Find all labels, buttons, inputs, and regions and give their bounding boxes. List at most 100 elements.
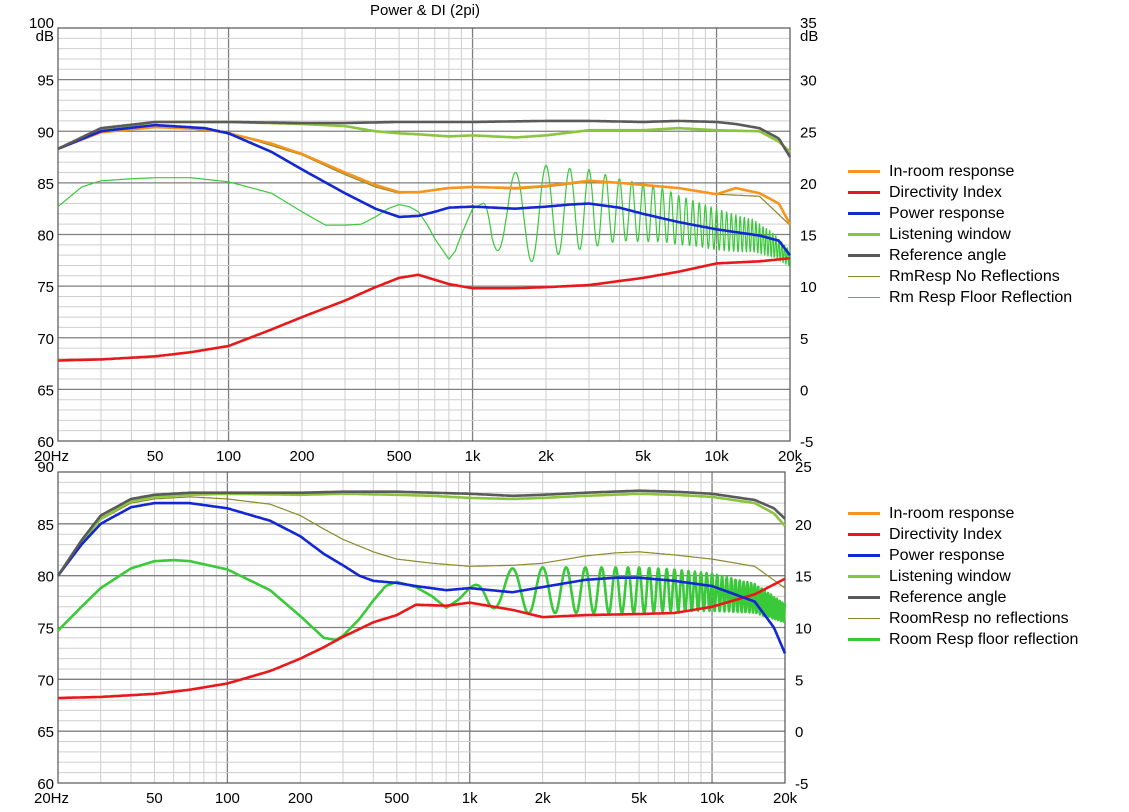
legend-label: Directivity Index	[889, 525, 1002, 543]
legend-swatch	[848, 191, 880, 194]
x-tick-label: 500	[384, 790, 409, 807]
grid-top	[58, 28, 790, 441]
legend-label: Listening window	[889, 567, 1011, 585]
x-tick-label: 5k	[631, 790, 647, 807]
series-rm-resp-floor-reflection-top	[57, 164, 791, 267]
legend-label: In-room response	[889, 504, 1015, 522]
legend-swatch	[848, 170, 880, 173]
legend-bottom: In-room response Directivity Index Power r…	[848, 503, 1078, 650]
legend-label: Power response	[889, 546, 1005, 564]
x-tick-label: 200	[289, 448, 314, 465]
legend-swatch	[848, 512, 880, 515]
y-tick-label: 85	[37, 517, 54, 534]
y-tick-label: 80	[37, 228, 54, 245]
y-tick-label: 100	[29, 15, 54, 32]
y-tick-label: 90	[37, 124, 54, 141]
series-power-response-bottom	[56, 501, 787, 654]
series-reference-angle-bottom	[56, 489, 786, 577]
plot-frame-top	[57, 27, 791, 442]
x-tick-label: 5k	[635, 448, 651, 465]
legend-item: Power response	[848, 203, 1072, 224]
x-tick-label: 50	[146, 790, 163, 807]
y2-tick-label: -5	[800, 434, 813, 451]
y-tick-label: 80	[37, 569, 54, 586]
y-tick-label: 60	[37, 776, 54, 793]
legend-swatch	[848, 233, 880, 236]
legend-swatch	[848, 575, 880, 578]
legend-item: Listening window	[848, 224, 1072, 245]
x-tick-label: 20k	[773, 790, 798, 807]
y2-tick-label: -5	[795, 776, 808, 793]
legend-label: In-room response	[889, 162, 1015, 180]
y2-tick-label: 10	[800, 279, 817, 296]
series-reference-angle-top	[57, 119, 792, 158]
y2-tick-label: 0	[795, 724, 803, 741]
x-tick-label: 100	[216, 448, 241, 465]
legend-label: Room Resp floor reflection	[889, 630, 1079, 648]
y2-tick-label: 15	[795, 569, 812, 586]
y2-tick-label: 30	[800, 73, 817, 90]
y-tick-label: 90	[37, 459, 54, 476]
legend-swatch	[848, 596, 880, 599]
y-tick-label: 85	[37, 176, 54, 193]
y2-tick-label: 5	[795, 672, 803, 689]
legend-item: Reference angle	[848, 245, 1072, 266]
legend-swatch	[848, 533, 880, 536]
y2-unit-label: dB	[800, 28, 818, 45]
y2-tick-label: 20	[795, 517, 812, 534]
legend-item: RmResp No Reflections	[848, 266, 1072, 287]
legend-top: In-room response Directivity Index Power r…	[848, 161, 1072, 308]
y-tick-label: 75	[37, 621, 54, 638]
legend-swatch	[848, 297, 880, 298]
y-unit-label: dB	[36, 28, 54, 45]
legend-swatch	[848, 254, 880, 257]
y2-tick-label: 15	[800, 228, 817, 245]
x-tick-label: 100	[215, 790, 240, 807]
y2-tick-label: 35	[800, 15, 817, 32]
x-tick-label: 10k	[700, 790, 725, 807]
x-tick-label: 10k	[704, 448, 729, 465]
series-room-resp-floor-reflection-bottom	[57, 558, 787, 642]
legend-item: Power response	[848, 545, 1078, 566]
legend-item: Listening window	[848, 566, 1078, 587]
x-tick-label: 200	[288, 790, 313, 807]
legend-label: RmResp No Reflections	[889, 267, 1060, 285]
y-tick-label: 60	[37, 434, 54, 451]
x-tick-label: 2k	[538, 448, 554, 465]
x-tick-label: 1k	[465, 448, 481, 465]
x-tick-label: 2k	[535, 790, 551, 807]
series-listening-window-bottom	[56, 492, 786, 577]
y-tick-label: 95	[37, 73, 54, 90]
legend-item: Directivity Index	[848, 182, 1072, 203]
x-tick-label: 500	[387, 448, 412, 465]
series-power-response-top	[57, 123, 792, 257]
plot-frame-bottom	[57, 471, 786, 784]
series-directivity-index-bottom	[58, 577, 786, 700]
y2-tick-label: 0	[800, 382, 808, 399]
legend-swatch	[848, 638, 880, 641]
series-roomresp-no-reflections-bottom	[57, 496, 786, 589]
y-tick-label: 70	[37, 672, 54, 689]
x-tick-label: 1k	[462, 790, 478, 807]
legend-item: Room Resp floor reflection	[848, 629, 1078, 650]
x-tick-label: 20Hz	[34, 790, 69, 807]
legend-item: RoomResp no reflections	[848, 608, 1078, 629]
grid-bottom	[58, 472, 785, 783]
legend-item: Rm Resp Floor Reflection	[848, 287, 1072, 308]
series-directivity-index-top	[57, 256, 791, 362]
legend-swatch	[848, 554, 880, 557]
y2-tick-label: 10	[795, 621, 812, 638]
y2-tick-label: 20	[800, 176, 817, 193]
legend-label: Reference angle	[889, 246, 1007, 264]
legend-item: In-room response	[848, 161, 1072, 182]
chart-title: Power & DI (2pi)	[369, 2, 481, 19]
x-tick-label: 20k	[778, 448, 803, 465]
y2-tick-label: 25	[800, 124, 817, 141]
legend-swatch	[848, 212, 880, 215]
series-in-room-response-top	[57, 125, 792, 225]
legend-item: Directivity Index	[848, 524, 1078, 545]
legend-label: RoomResp no reflections	[889, 609, 1069, 627]
y2-tick-label: 25	[795, 459, 812, 476]
y2-tick-label: 5	[800, 331, 808, 348]
